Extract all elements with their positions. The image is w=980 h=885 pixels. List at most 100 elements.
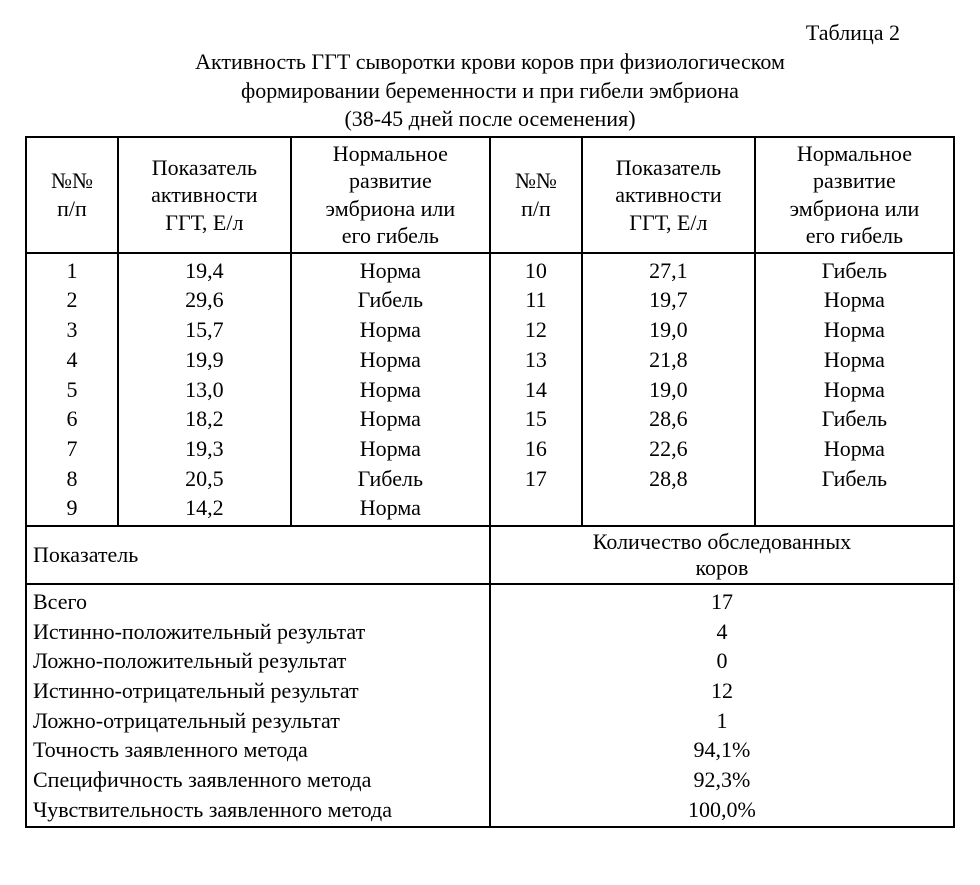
table-cell-value: 2 (33, 285, 111, 315)
summary-label: Точность заявленного метода (33, 735, 483, 765)
table-cell-value: Гибель (762, 464, 947, 494)
table-cell-value: Норма (762, 375, 947, 405)
summary-value: 12 (497, 676, 947, 706)
summary-label: Ложно-отрицательный результат (33, 706, 483, 736)
table-cell-value: 11 (497, 285, 575, 315)
table-cell-value: 19,4 (125, 256, 284, 286)
table-cell-value: Норма (298, 256, 483, 286)
summary-label: Истинно-отрицательный результат (33, 676, 483, 706)
summary-value: 92,3% (497, 765, 947, 795)
table-cell-value: 6 (33, 404, 111, 434)
table-cell-value: 18,2 (125, 404, 284, 434)
table-number-label: Таблица 2 (20, 20, 960, 46)
summary-body-row: ВсегоИстинно-положительный результатЛожн… (26, 584, 954, 828)
header-row: №№п/п ПоказательактивностиГГТ, Е/л Норма… (26, 137, 954, 253)
table-cell-value: 4 (33, 345, 111, 375)
table-cell-value (589, 493, 748, 523)
table-cell-value: Норма (762, 434, 947, 464)
table-cell-value: Норма (298, 434, 483, 464)
table-cell-value: 14,2 (125, 493, 284, 523)
table-cell-value: 15 (497, 404, 575, 434)
table-cell-value: Гибель (298, 464, 483, 494)
table-cell-value: 3 (33, 315, 111, 345)
summary-value: 100,0% (497, 795, 947, 825)
table-cell-value: 19,7 (589, 285, 748, 315)
table-cell-value: 29,6 (125, 285, 284, 315)
table-cell-value: 21,8 (589, 345, 748, 375)
summary-header-right: Количество обследованныхкоров (490, 526, 954, 584)
table-cell-value: 13 (497, 345, 575, 375)
table-cell-value: Норма (298, 315, 483, 345)
data-body-row: 123456789 19,429,615,719,913,018,219,320… (26, 253, 954, 526)
table-cell-value: 19,9 (125, 345, 284, 375)
table-cell-value: 17 (497, 464, 575, 494)
table-cell-value: 16 (497, 434, 575, 464)
summary-label: Всего (33, 587, 483, 617)
summary-labels-cell: ВсегоИстинно-положительный результатЛожн… (26, 584, 490, 828)
title-line-3: (38-45 дней после осеменения) (344, 106, 635, 131)
table-cell-value (497, 493, 575, 523)
header-result-left: Нормальноеразвитиеэмбриона илиего гибель (291, 137, 490, 253)
table-cell-value: 5 (33, 375, 111, 405)
cell-result-left: НормаГибельНормаНормаНормаНормаНормаГибе… (291, 253, 490, 526)
table-cell-value: 27,1 (589, 256, 748, 286)
table-cell-value (762, 493, 947, 523)
table-cell-value: Норма (298, 345, 483, 375)
hdr-val-right-line: ПоказательактивностиГГТ, Е/л (615, 155, 721, 235)
hdr-res-left-line: Нормальноеразвитиеэмбриона илиего гибель (325, 141, 455, 249)
summary-label: Чувствительность заявленного метода (33, 795, 483, 825)
hdr-num-right-line: №№п/п (515, 168, 557, 221)
summary-label: Истинно-положительный результат (33, 617, 483, 647)
summary-header-left: Показатель (26, 526, 490, 584)
table-cell-value: Гибель (298, 285, 483, 315)
summary-label: Специфичность заявленного метода (33, 765, 483, 795)
hdr-num-left-line: №№п/п (51, 168, 93, 221)
cell-num-left: 123456789 (26, 253, 118, 526)
table-cell-value: 15,7 (125, 315, 284, 345)
summary-value: 1 (497, 706, 947, 736)
table-cell-value: 9 (33, 493, 111, 523)
table-cell-value: Норма (298, 404, 483, 434)
table-cell-value: Гибель (762, 404, 947, 434)
table-cell-value: Норма (298, 493, 483, 523)
summary-value: 94,1% (497, 735, 947, 765)
header-value-right: ПоказательактивностиГГТ, Е/л (582, 137, 755, 253)
table-cell-value: 7 (33, 434, 111, 464)
summary-header-right-text: Количество обследованныхкоров (593, 529, 851, 580)
table-cell-value: 19,3 (125, 434, 284, 464)
table-cell-value: Норма (762, 345, 947, 375)
summary-label: Ложно-положительный результат (33, 646, 483, 676)
title-line-2: формировании беременности и при гибели э… (241, 78, 739, 103)
table-cell-value: 28,6 (589, 404, 748, 434)
summary-values-cell: 174012194,1%92,3%100,0% (490, 584, 954, 828)
title-line-1: Активность ГГТ сыворотки крови коров при… (195, 49, 785, 74)
table-title: Активность ГГТ сыворотки крови коров при… (20, 48, 960, 134)
header-value-left: ПоказательактивностиГГТ, Е/л (118, 137, 291, 253)
table-cell-value: Норма (762, 285, 947, 315)
table-cell-value: Гибель (762, 256, 947, 286)
table-cell-value: 13,0 (125, 375, 284, 405)
cell-result-right: ГибельНормаНормаНормаНормаГибельНормаГиб… (755, 253, 954, 526)
table-cell-value: 8 (33, 464, 111, 494)
table-cell-value: 14 (497, 375, 575, 405)
hdr-val-left-line: ПоказательактивностиГГТ, Е/л (151, 155, 257, 235)
table-cell-value: Норма (298, 375, 483, 405)
header-num-left: №№п/п (26, 137, 118, 253)
summary-value: 0 (497, 646, 947, 676)
cell-value-right: 27,119,719,021,819,028,622,628,8 (582, 253, 755, 526)
summary-header-row: Показатель Количество обследованныхкоров (26, 526, 954, 584)
table-cell-value: 10 (497, 256, 575, 286)
table-cell-value: 19,0 (589, 375, 748, 405)
hdr-res-right-line: Нормальноеразвитиеэмбриона илиего гибель (790, 141, 920, 249)
cell-value-left: 19,429,615,719,913,018,219,320,514,2 (118, 253, 291, 526)
cell-num-right: 1011121314151617 (490, 253, 582, 526)
data-table: №№п/п ПоказательактивностиГГТ, Е/л Норма… (25, 136, 955, 829)
header-result-right: Нормальноеразвитиеэмбриона илиего гибель (755, 137, 954, 253)
header-num-right: №№п/п (490, 137, 582, 253)
table-cell-value: Норма (762, 315, 947, 345)
table-cell-value: 12 (497, 315, 575, 345)
table-cell-value: 19,0 (589, 315, 748, 345)
table-cell-value: 22,6 (589, 434, 748, 464)
table-cell-value: 1 (33, 256, 111, 286)
table-cell-value: 20,5 (125, 464, 284, 494)
